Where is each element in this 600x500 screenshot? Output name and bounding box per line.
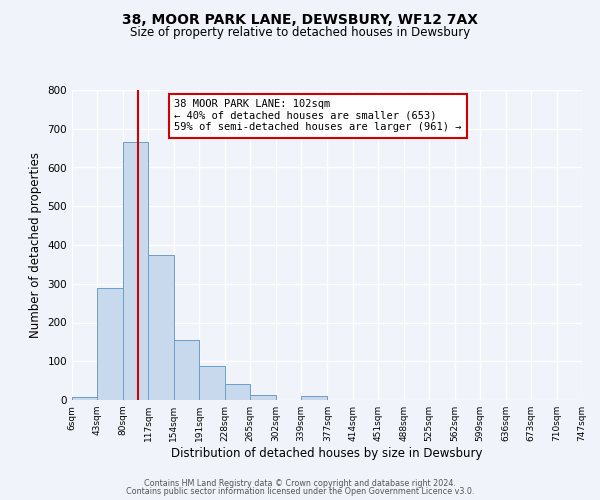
Text: Size of property relative to detached houses in Dewsbury: Size of property relative to detached ho…	[130, 26, 470, 39]
X-axis label: Distribution of detached houses by size in Dewsbury: Distribution of detached houses by size …	[171, 447, 483, 460]
Text: 38 MOOR PARK LANE: 102sqm
← 40% of detached houses are smaller (653)
59% of semi: 38 MOOR PARK LANE: 102sqm ← 40% of detac…	[174, 100, 461, 132]
Y-axis label: Number of detached properties: Number of detached properties	[29, 152, 42, 338]
Text: 38, MOOR PARK LANE, DEWSBURY, WF12 7AX: 38, MOOR PARK LANE, DEWSBURY, WF12 7AX	[122, 12, 478, 26]
Bar	[123, 142, 148, 400]
Bar	[199, 366, 225, 400]
Bar	[250, 394, 276, 400]
Text: Contains HM Land Registry data © Crown copyright and database right 2024.: Contains HM Land Registry data © Crown c…	[144, 478, 456, 488]
Bar	[148, 254, 174, 400]
Bar	[174, 340, 199, 400]
Bar	[225, 384, 250, 400]
Bar	[97, 288, 123, 400]
Text: Contains public sector information licensed under the Open Government Licence v3: Contains public sector information licen…	[126, 487, 474, 496]
Bar	[301, 396, 328, 400]
Bar	[72, 397, 97, 400]
